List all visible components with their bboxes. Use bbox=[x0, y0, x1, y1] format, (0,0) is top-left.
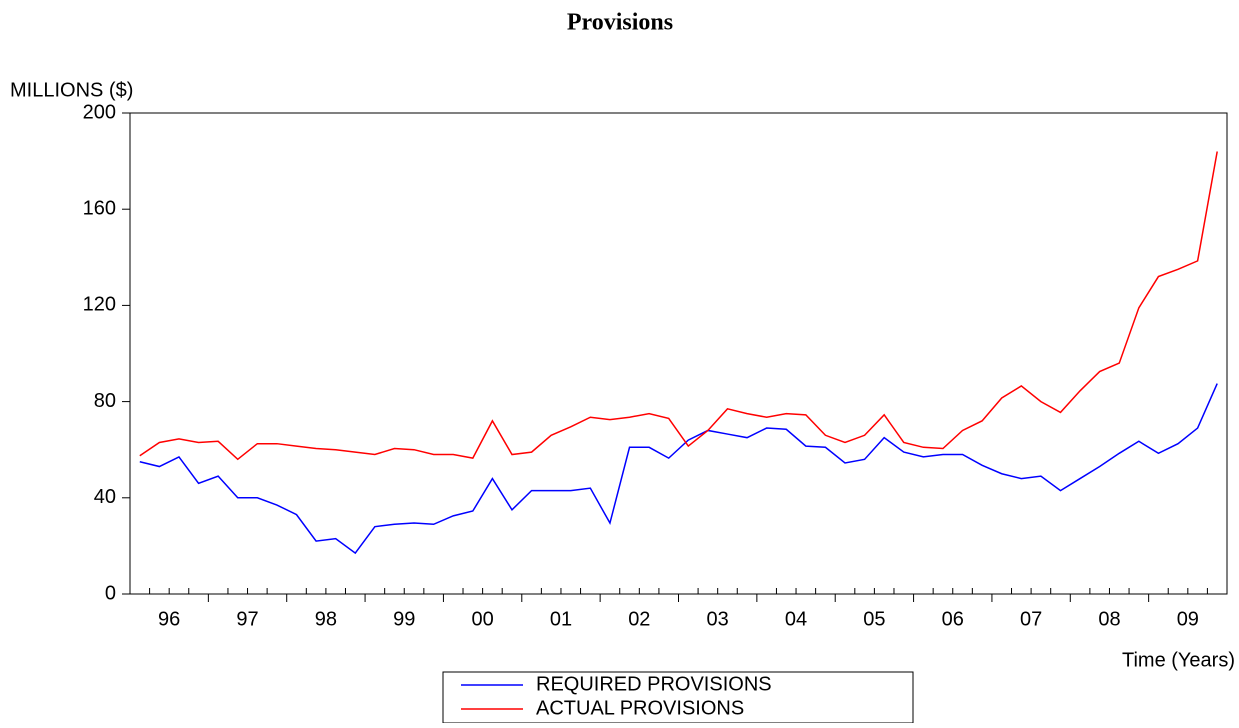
plot-frame bbox=[129, 112, 1228, 595]
x-tick-label: 04 bbox=[785, 608, 807, 630]
chart-title: Provisions bbox=[567, 10, 673, 36]
legend-label: REQUIRED PROVISIONS bbox=[536, 673, 772, 695]
x-tick-label: 96 bbox=[158, 608, 180, 630]
x-tick-label: 08 bbox=[1098, 608, 1120, 630]
x-tick-label: 02 bbox=[628, 608, 650, 630]
x-tick-label: 09 bbox=[1177, 608, 1199, 630]
legend bbox=[442, 671, 914, 724]
y-tick-label: 160 bbox=[83, 197, 116, 219]
y-tick-label: 0 bbox=[105, 582, 116, 604]
x-axis-label: Time (Years) bbox=[1122, 649, 1235, 671]
y-axis-label: MILLIONS ($) bbox=[10, 79, 133, 101]
legend-label: ACTUAL PROVISIONS bbox=[536, 697, 744, 719]
y-tick-label: 120 bbox=[83, 294, 116, 316]
x-tick-label: 99 bbox=[393, 608, 415, 630]
y-tick-label: 40 bbox=[94, 486, 116, 508]
x-tick-label: 98 bbox=[315, 608, 337, 630]
x-tick-label: 05 bbox=[863, 608, 885, 630]
line-series bbox=[139, 151, 1218, 461]
x-tick-label: 97 bbox=[236, 608, 258, 630]
y-tick-label: 80 bbox=[94, 390, 116, 412]
x-tick-label: 07 bbox=[1020, 608, 1042, 630]
x-tick-label: 06 bbox=[942, 608, 964, 630]
line-series bbox=[139, 383, 1218, 555]
x-tick-label: 03 bbox=[707, 608, 729, 630]
y-tick-label: 200 bbox=[83, 101, 116, 123]
x-tick-label: 00 bbox=[471, 608, 493, 630]
x-tick-label: 01 bbox=[550, 608, 572, 630]
